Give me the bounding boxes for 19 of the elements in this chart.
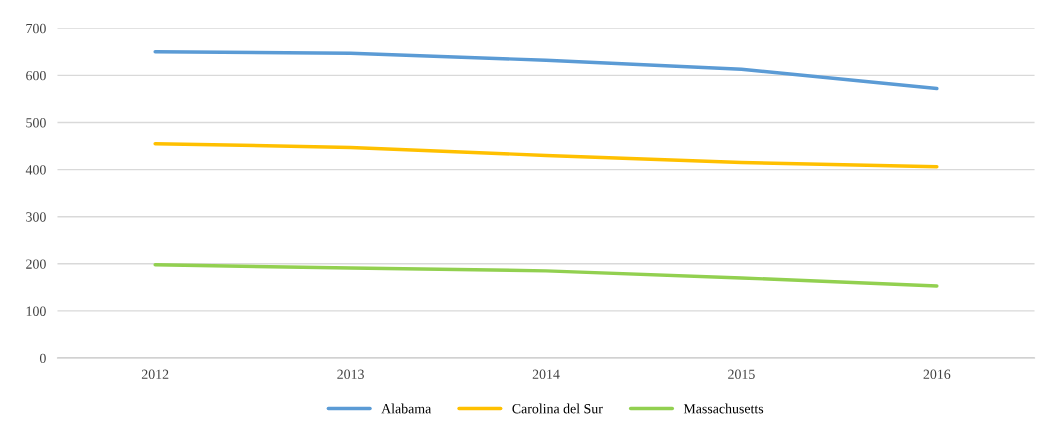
y-tick-label: 700 bbox=[26, 23, 46, 34]
x-tick-label: 2012 bbox=[141, 369, 169, 379]
x-tick-label: 2016 bbox=[923, 369, 951, 379]
y-tick-label: 600 bbox=[26, 70, 46, 81]
x-tick-label: 2015 bbox=[728, 369, 755, 379]
legend-label: Massachusetts bbox=[683, 403, 764, 414]
x-tick-label: 2014 bbox=[532, 369, 560, 379]
y-tick-label: 400 bbox=[25, 165, 46, 175]
y-tick-label: 300 bbox=[26, 212, 46, 222]
line-series bbox=[153, 141, 939, 169]
line-series bbox=[153, 263, 939, 288]
y-tick-label: 500 bbox=[26, 118, 46, 128]
y-tick-label: 100 bbox=[26, 306, 46, 316]
x-tick-label: 2013 bbox=[337, 369, 364, 379]
line-series bbox=[153, 50, 939, 91]
legend-label: Alabama bbox=[381, 403, 432, 414]
y-tick-label: 200 bbox=[26, 259, 46, 269]
y-tick-label: 0 bbox=[39, 353, 46, 364]
legend-label: Carolina del Sur bbox=[512, 403, 603, 414]
